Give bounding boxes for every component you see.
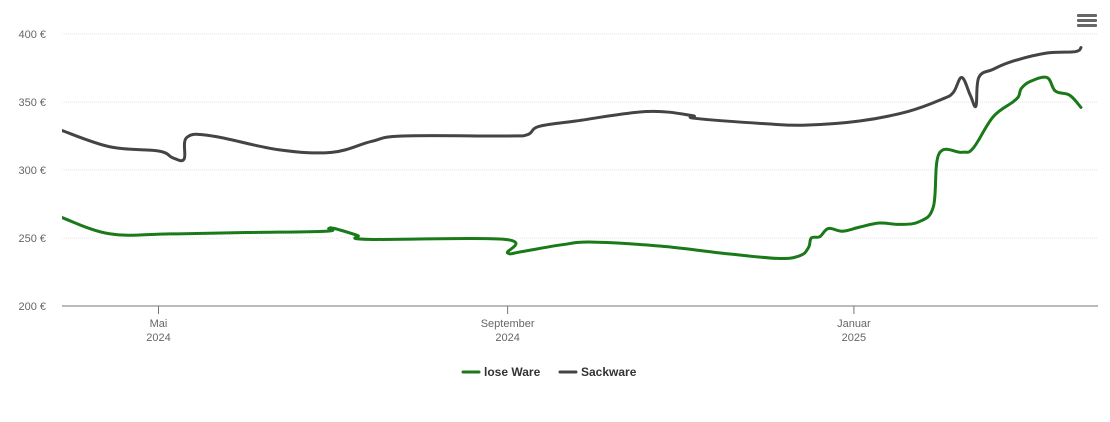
hamburger-menu-icon-bar <box>1077 14 1097 17</box>
legend: lose Ware Sackware <box>461 365 637 379</box>
hamburger-menu-icon-bar <box>1077 19 1097 22</box>
series-line-lose-ware[interactable] <box>62 75 1083 261</box>
x-tick-label-year: 2025 <box>842 332 866 344</box>
x-tick-label-year: 2024 <box>146 332 170 344</box>
x-tick-label-month: September <box>481 318 535 330</box>
legend-item-lose-ware[interactable]: lose Ware <box>461 365 541 379</box>
y-tick-label: 400 € <box>18 29 46 41</box>
legend-label: Sackware <box>581 365 637 379</box>
grid-lines <box>62 33 1098 239</box>
chart-menu-button[interactable] <box>1076 12 1098 32</box>
x-tick-label-month: Mai <box>150 318 168 330</box>
hamburger-menu-icon-bar <box>1077 24 1097 27</box>
y-tick-label: 250 € <box>18 233 46 245</box>
y-axis-labels: 200 € 250 € 300 € 350 € 400 € <box>18 29 46 313</box>
y-tick-label: 350 € <box>18 97 46 109</box>
x-axis-ticks: Mai 2024 September 2024 Januar 2025 <box>146 306 871 344</box>
y-tick-label: 200 € <box>18 301 46 313</box>
series-lines <box>62 46 1083 261</box>
series-line-sackware[interactable] <box>62 46 1083 163</box>
y-tick-label: 300 € <box>18 165 46 177</box>
legend-item-sackware[interactable]: Sackware <box>558 365 637 379</box>
x-tick-label-month: Januar <box>837 318 871 330</box>
legend-label: lose Ware <box>484 365 541 379</box>
x-tick-label-year: 2024 <box>495 332 519 344</box>
